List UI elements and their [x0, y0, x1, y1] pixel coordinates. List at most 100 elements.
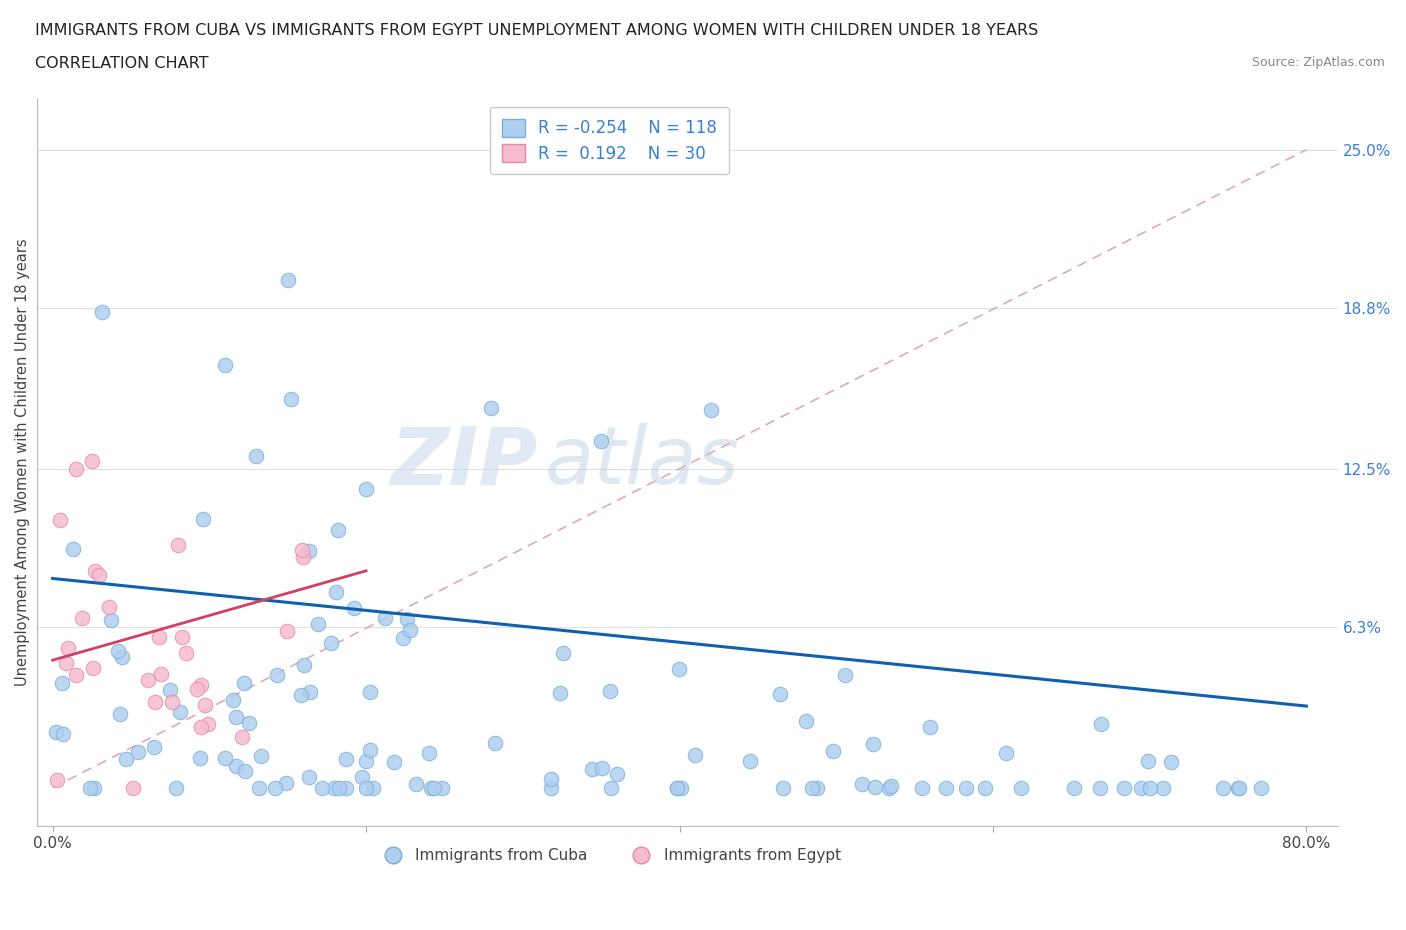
Point — [52, 727, 75, 742]
Point — [1010, 780, 1032, 795]
Point — [298, 769, 321, 784]
Text: IMMIGRANTS FROM CUBA VS IMMIGRANTS FROM EGYPT UNEMPLOYMENT AMONG WOMEN WITH CHIL: IMMIGRANTS FROM CUBA VS IMMIGRANTS FROM … — [35, 23, 1039, 38]
Point — [46, 773, 69, 788]
Point — [51, 675, 73, 690]
Point — [290, 687, 312, 702]
Point — [666, 780, 689, 795]
Point — [801, 780, 824, 795]
Point — [159, 682, 181, 697]
Point — [108, 706, 131, 721]
Point — [581, 762, 603, 777]
Point — [90, 304, 112, 319]
Point — [165, 780, 187, 795]
Point — [250, 748, 273, 763]
Point — [935, 780, 957, 795]
Point — [1160, 755, 1182, 770]
Point — [918, 720, 941, 735]
Point — [806, 780, 828, 795]
Point — [322, 780, 344, 795]
Point — [266, 668, 288, 683]
Point — [599, 684, 621, 698]
Point — [264, 780, 287, 795]
Point — [911, 780, 934, 795]
Point — [863, 779, 886, 794]
Point — [148, 630, 170, 644]
Point — [769, 686, 792, 701]
Point — [354, 482, 377, 497]
Point — [1152, 780, 1174, 795]
Point — [45, 724, 67, 739]
Point — [136, 673, 159, 688]
Point — [83, 780, 105, 795]
Point — [225, 759, 247, 774]
Point — [247, 780, 270, 795]
Point — [214, 751, 236, 766]
Point — [398, 623, 420, 638]
Point — [298, 684, 321, 699]
Text: atlas: atlas — [544, 423, 740, 501]
Point — [1139, 780, 1161, 795]
Point — [55, 656, 77, 671]
Point — [190, 720, 212, 735]
Point — [238, 716, 260, 731]
Point — [97, 599, 120, 614]
Point — [194, 698, 217, 712]
Point — [277, 272, 299, 287]
Point — [862, 737, 884, 752]
Point — [186, 682, 208, 697]
Point — [1212, 780, 1234, 795]
Point — [740, 753, 762, 768]
Point — [834, 668, 856, 683]
Point — [352, 770, 374, 785]
Point — [430, 780, 453, 795]
Point — [1129, 780, 1152, 795]
Point — [84, 564, 107, 578]
Point — [233, 675, 256, 690]
Point — [197, 716, 219, 731]
Point — [359, 684, 381, 699]
Point — [328, 780, 350, 795]
Point — [191, 512, 214, 526]
Point — [683, 747, 706, 762]
Point — [121, 780, 143, 795]
Point — [880, 778, 903, 793]
Point — [311, 780, 333, 795]
Point — [955, 780, 977, 795]
Point — [392, 631, 415, 646]
Point — [1114, 780, 1136, 795]
Point — [419, 780, 441, 795]
Point — [221, 693, 243, 708]
Point — [225, 710, 247, 724]
Point — [276, 623, 298, 638]
Point — [1227, 780, 1250, 795]
Point — [484, 736, 506, 751]
Point — [107, 644, 129, 658]
Point — [974, 780, 997, 795]
Point — [361, 780, 384, 795]
Point — [374, 610, 396, 625]
Point — [65, 461, 87, 476]
Point — [540, 771, 562, 786]
Point — [606, 766, 628, 781]
Point — [115, 751, 138, 766]
Point — [143, 695, 166, 710]
Point — [62, 542, 84, 557]
Point — [143, 739, 166, 754]
Text: ZIP: ZIP — [391, 423, 537, 501]
Point — [325, 585, 347, 600]
Point — [291, 543, 314, 558]
Point — [89, 567, 111, 582]
Point — [231, 730, 253, 745]
Point — [172, 630, 194, 644]
Point — [418, 746, 440, 761]
Y-axis label: Unemployment Among Women with Children Under 18 years: Unemployment Among Women with Children U… — [15, 238, 30, 686]
Legend: Immigrants from Cuba, Immigrants from Egypt: Immigrants from Cuba, Immigrants from Eg… — [371, 842, 848, 870]
Point — [292, 658, 315, 672]
Point — [1250, 780, 1272, 795]
Point — [877, 780, 900, 795]
Point — [233, 764, 256, 778]
Text: Source: ZipAtlas.com: Source: ZipAtlas.com — [1251, 56, 1385, 69]
Point — [548, 685, 571, 700]
Point — [540, 780, 562, 795]
Point — [343, 600, 366, 615]
